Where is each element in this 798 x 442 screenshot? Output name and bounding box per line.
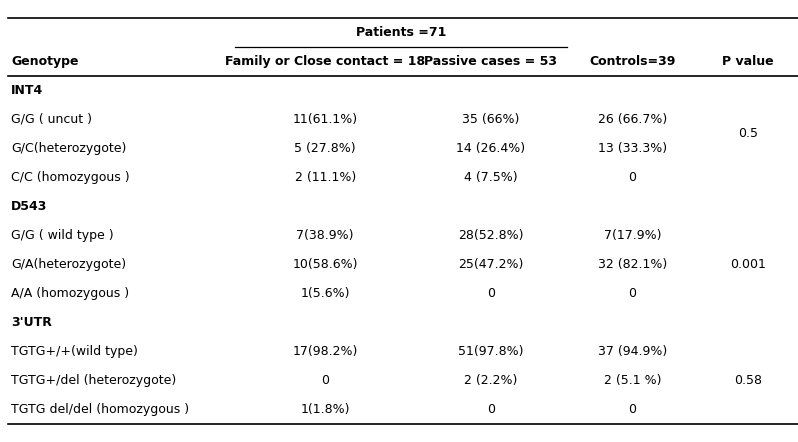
Text: 0: 0 [628, 171, 637, 184]
Text: 7(38.9%): 7(38.9%) [296, 229, 354, 242]
Text: 7(17.9%): 7(17.9%) [603, 229, 662, 242]
Text: 0: 0 [628, 403, 637, 416]
Text: 0: 0 [628, 287, 637, 300]
Text: Family or Close contact = 18: Family or Close contact = 18 [225, 55, 425, 68]
Text: 37 (94.9%): 37 (94.9%) [598, 345, 667, 358]
Text: TGTG del/del (homozygous ): TGTG del/del (homozygous ) [11, 403, 189, 416]
Text: TGTG+/del (heterozygote): TGTG+/del (heterozygote) [11, 374, 176, 387]
Text: 17(98.2%): 17(98.2%) [293, 345, 358, 358]
Text: 25(47.2%): 25(47.2%) [458, 258, 523, 271]
Text: 4 (7.5%): 4 (7.5%) [464, 171, 518, 184]
Text: 28(52.8%): 28(52.8%) [458, 229, 523, 242]
Text: 26 (66.7%): 26 (66.7%) [598, 113, 667, 126]
Text: G/G ( wild type ): G/G ( wild type ) [11, 229, 114, 242]
Text: 0: 0 [321, 374, 330, 387]
Text: 10(58.6%): 10(58.6%) [292, 258, 358, 271]
Text: INT4: INT4 [11, 84, 43, 97]
Text: Genotype: Genotype [11, 55, 79, 68]
Text: A/A (homozygous ): A/A (homozygous ) [11, 287, 129, 300]
Text: 2 (5.1 %): 2 (5.1 %) [603, 374, 662, 387]
Text: 32 (82.1%): 32 (82.1%) [598, 258, 667, 271]
Text: 0: 0 [487, 287, 495, 300]
Text: 2 (11.1%): 2 (11.1%) [294, 171, 356, 184]
Text: Passive cases = 53: Passive cases = 53 [425, 55, 557, 68]
Text: P value: P value [722, 55, 774, 68]
Text: G/G ( uncut ): G/G ( uncut ) [11, 113, 93, 126]
Text: G/C(heterozygote): G/C(heterozygote) [11, 142, 127, 155]
Text: 1(5.6%): 1(5.6%) [300, 287, 350, 300]
Text: Controls=39: Controls=39 [589, 55, 676, 68]
Text: 0.001: 0.001 [730, 258, 766, 271]
Text: D543: D543 [11, 200, 48, 213]
Text: 0.5: 0.5 [738, 127, 758, 141]
Text: 5 (27.8%): 5 (27.8%) [294, 142, 356, 155]
Text: C/C (homozygous ): C/C (homozygous ) [11, 171, 130, 184]
Text: 35 (66%): 35 (66%) [462, 113, 519, 126]
Text: 0.58: 0.58 [734, 374, 762, 387]
Text: Patients =71: Patients =71 [356, 26, 446, 39]
Text: TGTG+/+(wild type): TGTG+/+(wild type) [11, 345, 138, 358]
Text: 11(61.1%): 11(61.1%) [293, 113, 358, 126]
Text: 0: 0 [487, 403, 495, 416]
Text: 2 (2.2%): 2 (2.2%) [464, 374, 517, 387]
Text: 1(1.8%): 1(1.8%) [300, 403, 350, 416]
Text: 3'UTR: 3'UTR [11, 316, 52, 329]
Text: 14 (26.4%): 14 (26.4%) [456, 142, 525, 155]
Text: 13 (33.3%): 13 (33.3%) [598, 142, 667, 155]
Text: 51(97.8%): 51(97.8%) [458, 345, 523, 358]
Text: G/A(heterozygote): G/A(heterozygote) [11, 258, 126, 271]
